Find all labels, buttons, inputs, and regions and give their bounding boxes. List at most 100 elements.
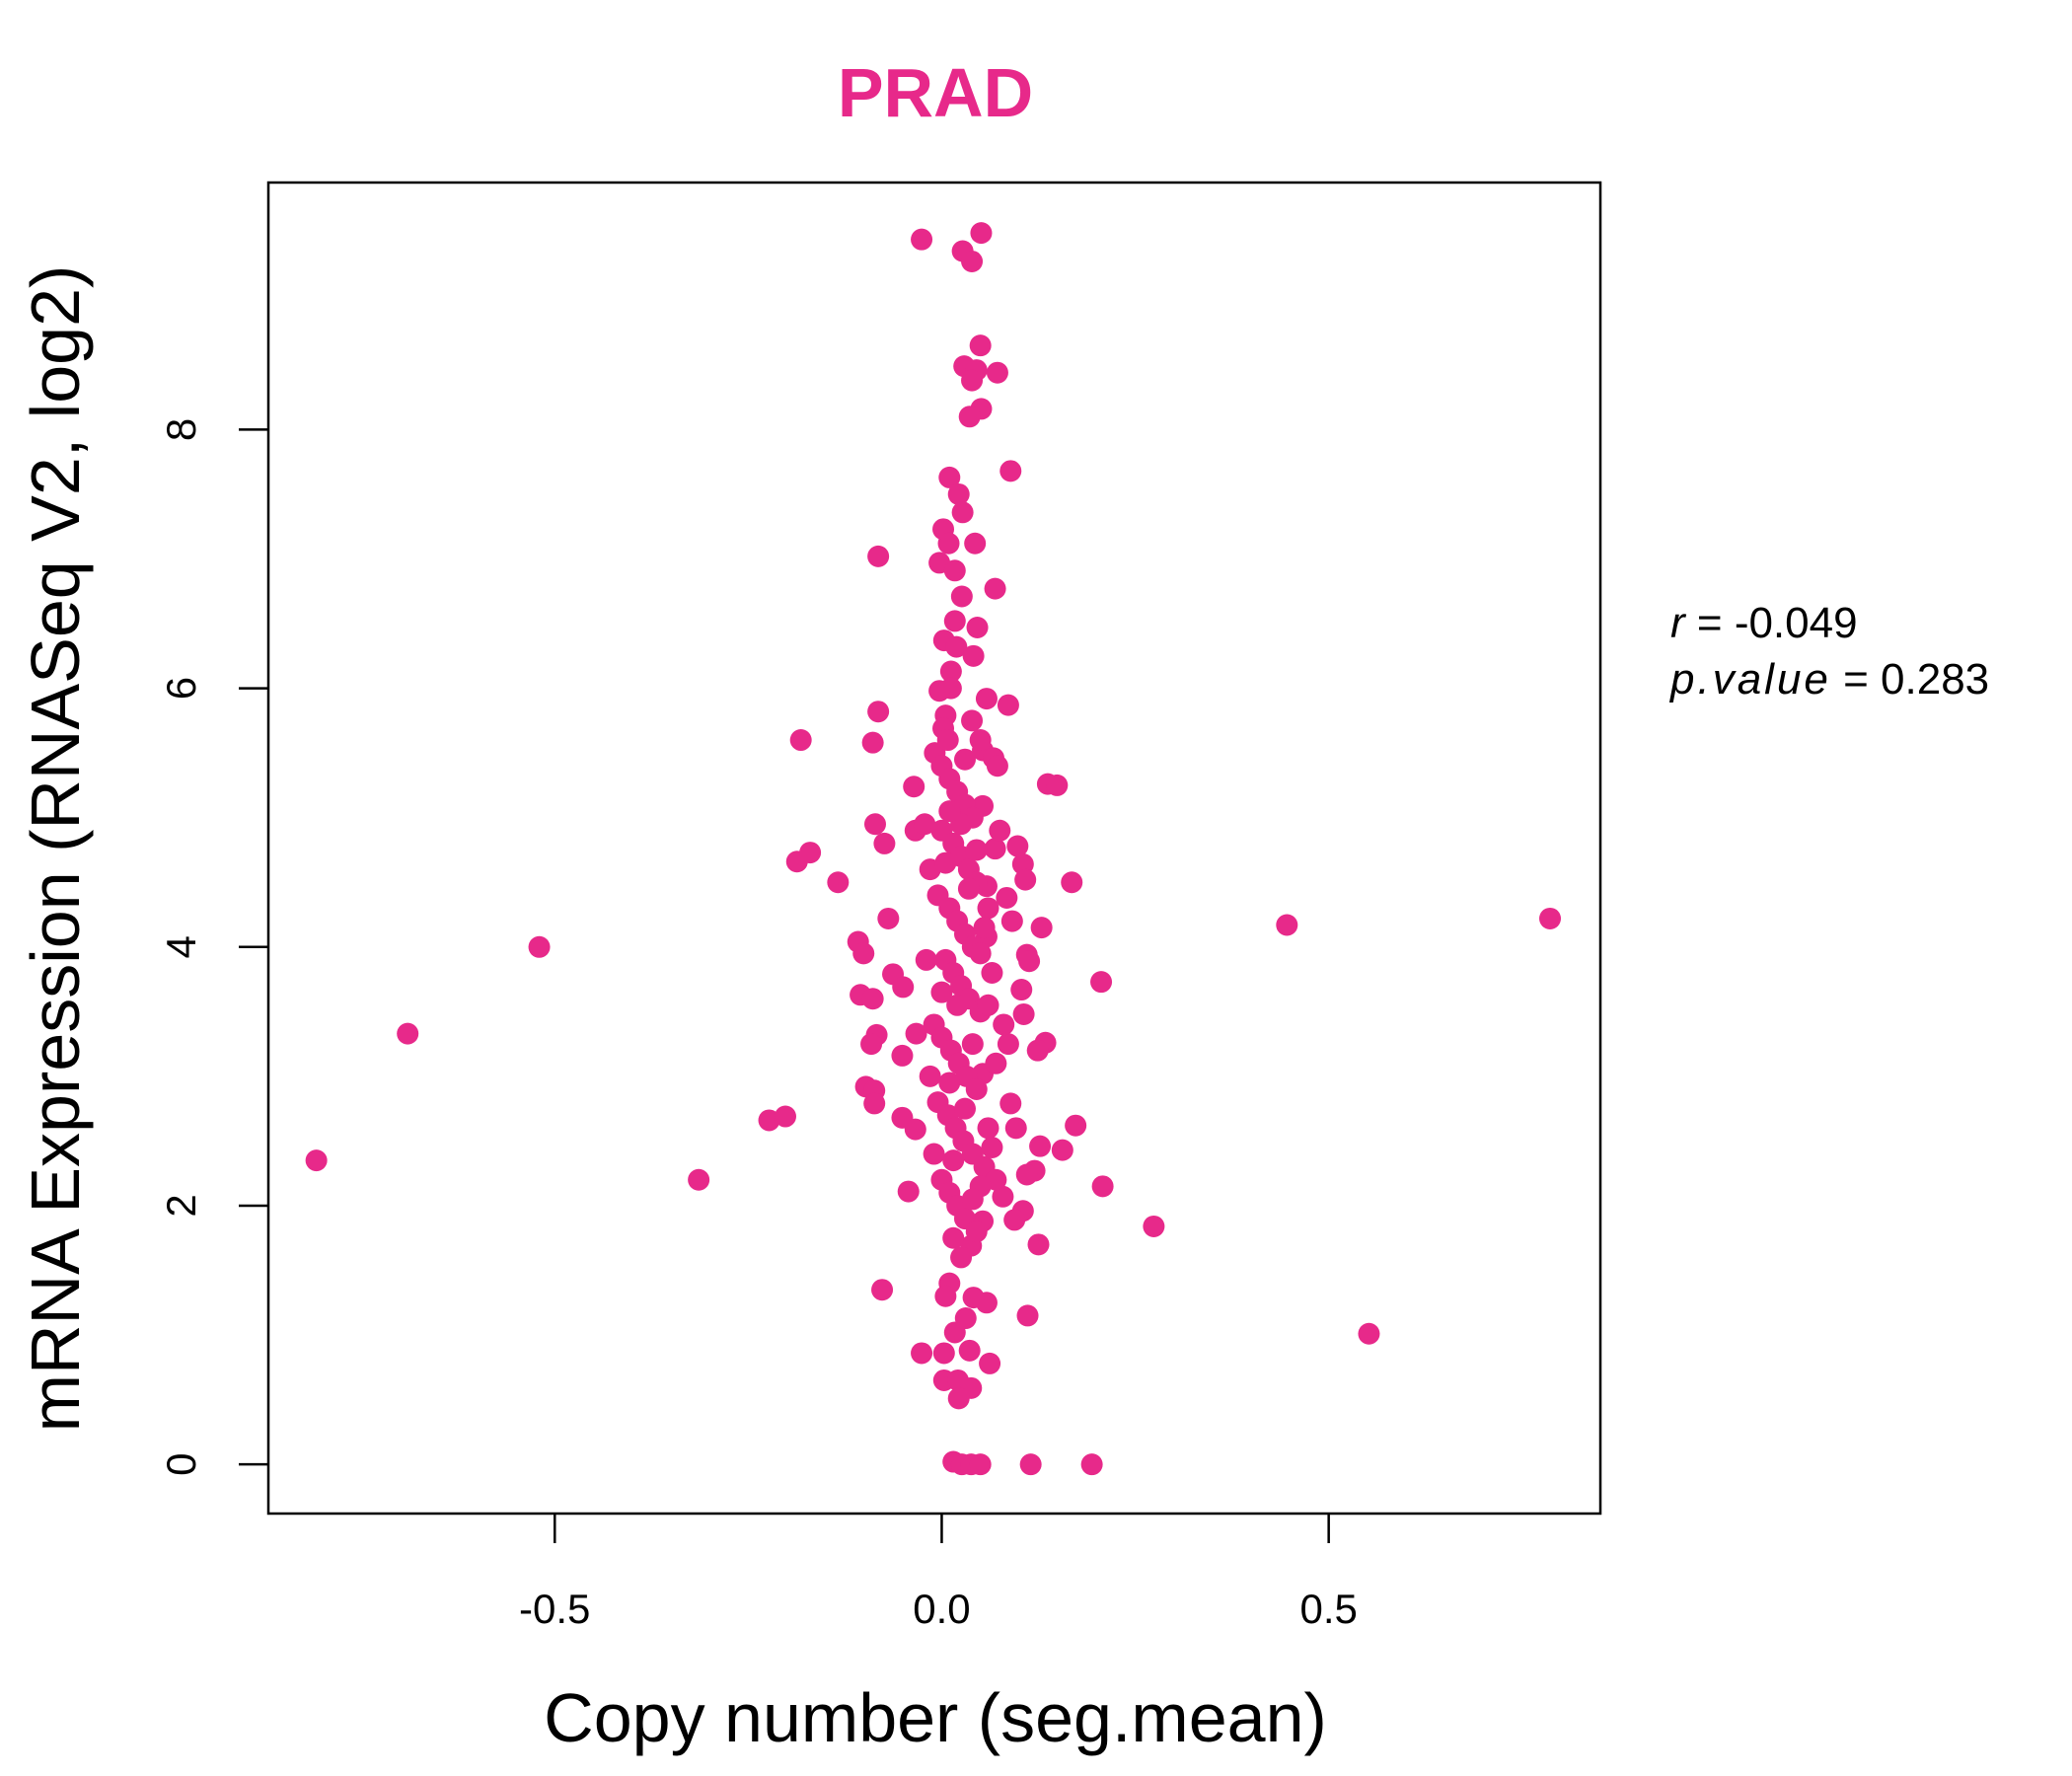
data-point <box>911 228 933 251</box>
data-point <box>999 1092 1022 1115</box>
data-point <box>977 897 999 920</box>
data-point <box>997 694 1019 716</box>
y-tick-label: 0 <box>158 1453 204 1476</box>
data-point <box>984 577 1006 600</box>
data-point <box>1065 1114 1087 1137</box>
data-point <box>966 616 989 638</box>
data-point <box>1010 979 1033 1001</box>
data-point <box>877 907 900 929</box>
data-point <box>946 994 969 1016</box>
data-point <box>905 1022 927 1045</box>
data-point <box>989 819 1011 842</box>
data-point <box>1046 774 1069 796</box>
data-point <box>1014 868 1037 891</box>
p-label: p.value <box>1668 655 1831 703</box>
data-point <box>973 917 996 939</box>
data-point <box>970 222 993 245</box>
data-point <box>1026 1039 1049 1062</box>
data-point <box>923 1143 945 1165</box>
data-point <box>981 1136 1003 1158</box>
data-point <box>397 1022 419 1045</box>
data-point <box>943 1321 966 1344</box>
data-point <box>1061 871 1083 894</box>
y-tick-label: 8 <box>158 418 204 441</box>
data-point <box>911 1342 933 1365</box>
data-point <box>1018 950 1041 973</box>
data-point <box>1029 1135 1052 1157</box>
data-point <box>934 851 957 874</box>
data-point <box>1004 1117 1027 1140</box>
x-tick-label: 0.5 <box>1299 1586 1357 1632</box>
data-point <box>947 1387 970 1410</box>
y-tick-label: 6 <box>158 677 204 700</box>
data-point <box>932 1342 955 1365</box>
data-point <box>962 1287 985 1309</box>
data-point <box>1080 1453 1103 1476</box>
data-point <box>903 776 925 798</box>
data-point <box>863 813 886 836</box>
data-point <box>861 988 884 1010</box>
p-value-stat: p.value = 0.283 <box>1668 655 1989 703</box>
data-point <box>977 994 999 1016</box>
data-point <box>871 1279 894 1301</box>
data-point <box>943 610 966 632</box>
data-point <box>958 406 981 428</box>
data-point <box>962 644 985 667</box>
data-point <box>945 635 968 658</box>
data-point <box>915 948 937 971</box>
data-point <box>1090 971 1113 994</box>
data-point <box>938 1072 961 1094</box>
equals: = <box>1685 599 1735 647</box>
data-point <box>1015 1163 1038 1186</box>
data-point <box>950 1246 973 1269</box>
data-point <box>938 800 961 823</box>
data-point <box>852 942 875 965</box>
data-point <box>977 1117 999 1140</box>
data-point <box>892 976 915 999</box>
data-point <box>993 1013 1015 1036</box>
data-point <box>986 755 1008 777</box>
data-point <box>1016 1304 1039 1327</box>
x-axis: -0.5 0.0 0.5 <box>519 1514 1358 1632</box>
equals: = <box>1831 655 1881 703</box>
data-point <box>986 361 1008 384</box>
data-point <box>1030 917 1053 939</box>
data-point <box>942 1149 965 1172</box>
data-point <box>951 501 974 524</box>
data-point <box>975 688 998 710</box>
data-point <box>999 460 1022 482</box>
data-point <box>984 838 1006 860</box>
data-point <box>939 660 962 683</box>
data-point <box>961 250 984 272</box>
data-point <box>867 545 890 567</box>
data-point <box>969 334 992 357</box>
data-point <box>1027 1233 1050 1256</box>
data-point <box>992 1185 1014 1208</box>
r-label: r <box>1670 599 1687 647</box>
correlation-stat: r = -0.049 <box>1670 599 1858 647</box>
data-point <box>979 1352 1001 1374</box>
y-axis-label: mRNA Expression (RNASeq V2, log2) <box>17 265 94 1433</box>
data-point <box>953 1097 976 1120</box>
y-tick-label: 2 <box>158 1194 204 1217</box>
data-point <box>688 1168 710 1191</box>
data-point <box>1276 914 1298 936</box>
data-point <box>305 1149 328 1172</box>
data-point <box>964 532 987 555</box>
data-points <box>305 222 1562 1476</box>
data-point <box>789 729 812 752</box>
data-point <box>969 942 992 965</box>
data-point <box>961 1188 984 1211</box>
data-point <box>950 585 973 608</box>
data-point <box>1358 1322 1380 1345</box>
data-point <box>943 559 966 582</box>
y-tick-label: 4 <box>158 935 204 958</box>
data-point <box>981 962 1003 985</box>
data-point <box>867 701 890 723</box>
data-point <box>930 981 953 1003</box>
data-point <box>937 532 960 555</box>
data-point <box>799 842 822 864</box>
data-point <box>528 935 551 958</box>
data-point <box>827 871 850 894</box>
